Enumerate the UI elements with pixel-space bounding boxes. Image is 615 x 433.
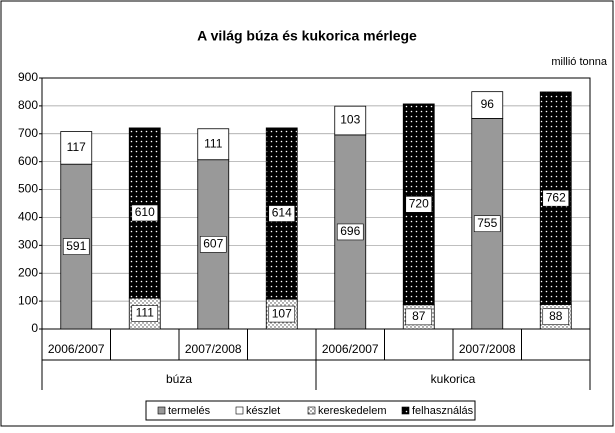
legend-label: kereskedelem bbox=[318, 405, 386, 417]
y-tick-label: 0 bbox=[31, 321, 38, 335]
data-label: 614 bbox=[272, 206, 292, 220]
data-label: 696 bbox=[340, 224, 360, 238]
data-label-box bbox=[405, 196, 433, 213]
chart-title: A világ búza és kukorica mérlege bbox=[197, 28, 417, 44]
y-tick-label: 400 bbox=[18, 210, 38, 224]
data-label-box bbox=[199, 236, 227, 253]
data-label: 755 bbox=[477, 216, 497, 230]
data-label-box bbox=[63, 139, 90, 156]
x-tick-label: 2007/2008 bbox=[459, 342, 516, 356]
data-label: 762 bbox=[546, 190, 566, 204]
data-label-box bbox=[542, 189, 570, 207]
x-tick-label: 2006/2007 bbox=[48, 342, 105, 356]
data-label: 107 bbox=[272, 306, 292, 320]
legend-label: készlet bbox=[246, 405, 280, 417]
data-label-box bbox=[131, 204, 159, 222]
legend-swatch bbox=[235, 406, 244, 415]
data-label: 88 bbox=[549, 309, 563, 323]
data-label: 111 bbox=[136, 306, 155, 320]
data-label: 87 bbox=[412, 309, 426, 323]
data-label-box bbox=[62, 238, 90, 255]
legend-label: termelés bbox=[168, 405, 211, 417]
data-label-box bbox=[268, 305, 296, 323]
data-label-box bbox=[474, 97, 501, 114]
data-label-box bbox=[268, 205, 296, 222]
legend-swatch bbox=[157, 406, 166, 415]
y-tick-label: 600 bbox=[18, 154, 38, 168]
data-label: 610 bbox=[135, 205, 155, 219]
data-label: 117 bbox=[67, 140, 86, 154]
data-label-box bbox=[542, 308, 570, 326]
y-tick-label: 800 bbox=[18, 98, 38, 112]
legend-swatch bbox=[307, 406, 316, 415]
group-label: búza bbox=[166, 372, 192, 386]
y-tick-label: 700 bbox=[18, 126, 38, 140]
x-tick-label: 2006/2007 bbox=[322, 342, 379, 356]
group-label: kukorica bbox=[431, 372, 476, 386]
data-label-box bbox=[405, 308, 433, 326]
data-label: 720 bbox=[409, 197, 429, 211]
data-label-box bbox=[336, 223, 364, 241]
legend-label: felhasználás bbox=[412, 405, 474, 417]
legend-swatch bbox=[401, 406, 410, 415]
y-tick-label: 200 bbox=[18, 265, 38, 279]
y-tick-label: 500 bbox=[18, 182, 38, 196]
data-label: 103 bbox=[340, 113, 360, 127]
y-tick-label: 900 bbox=[18, 70, 38, 84]
data-label-box bbox=[200, 136, 227, 153]
data-label: 96 bbox=[481, 97, 495, 111]
data-label-box bbox=[131, 305, 159, 322]
data-label-box bbox=[473, 215, 501, 233]
data-label-box bbox=[337, 112, 364, 129]
x-tick-label: 2007/2008 bbox=[185, 342, 242, 356]
data-label: 111 bbox=[204, 136, 223, 150]
unit-label: millió tonna bbox=[551, 56, 608, 68]
y-tick-label: 300 bbox=[18, 238, 38, 252]
y-tick-label: 100 bbox=[18, 293, 38, 307]
data-label: 607 bbox=[203, 237, 223, 251]
data-label: 591 bbox=[66, 239, 86, 253]
